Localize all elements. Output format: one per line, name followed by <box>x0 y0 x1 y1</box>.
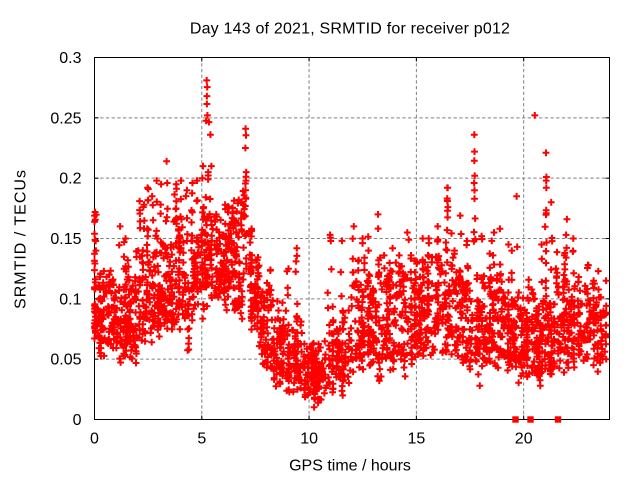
svg-text:0.15: 0.15 <box>50 231 81 248</box>
svg-text:0.2: 0.2 <box>59 171 81 188</box>
svg-text:0.25: 0.25 <box>50 110 81 127</box>
svg-text:0: 0 <box>73 412 82 429</box>
svg-text:0.05: 0.05 <box>50 352 81 369</box>
svg-text:0.1: 0.1 <box>59 291 81 308</box>
svg-text:SRMTID / TECUs: SRMTID / TECUs <box>13 169 30 309</box>
svg-text:Day 143 of 2021, SRMTID for re: Day 143 of 2021, SRMTID for receiver p01… <box>190 21 510 38</box>
svg-text:0.3: 0.3 <box>59 50 81 67</box>
svg-text:10: 10 <box>300 430 318 447</box>
svg-text:20: 20 <box>515 430 533 447</box>
svg-text:GPS time / hours: GPS time / hours <box>289 458 411 475</box>
svg-text:5: 5 <box>197 430 206 447</box>
svg-text:0: 0 <box>90 430 99 447</box>
svg-text:15: 15 <box>408 430 426 447</box>
